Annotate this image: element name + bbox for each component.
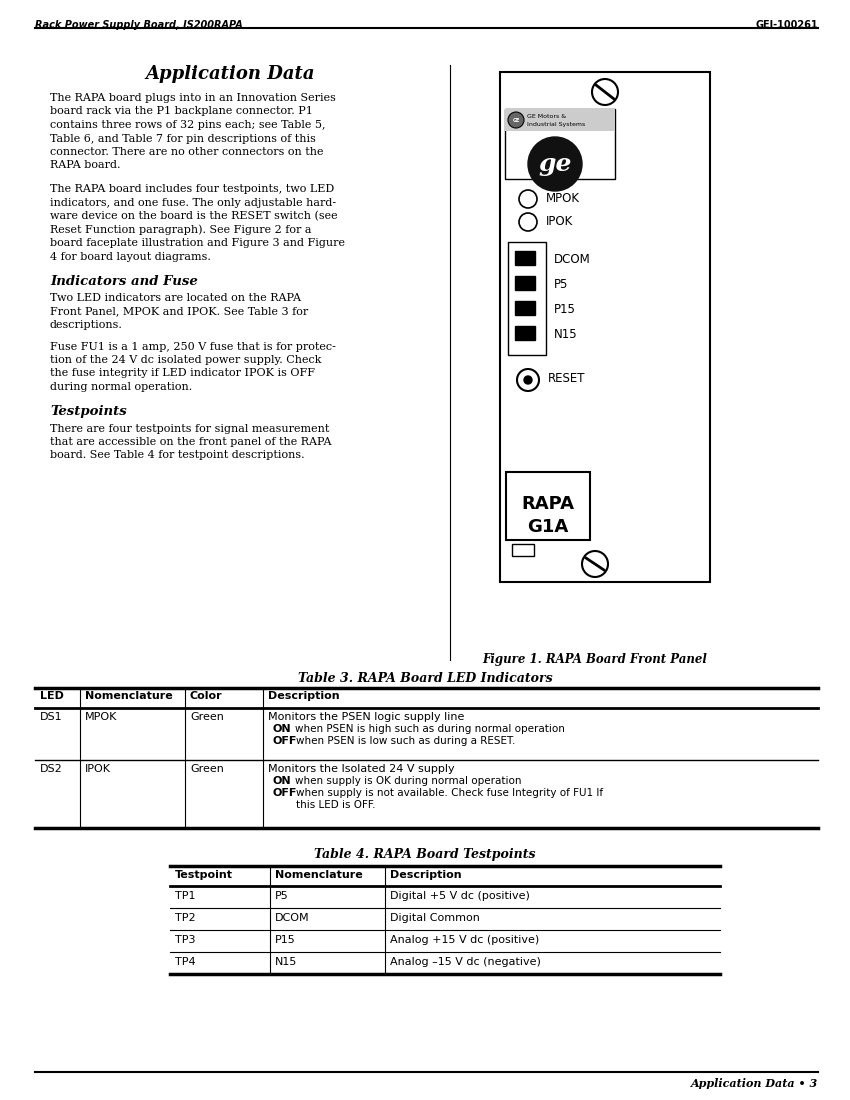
Text: Reset Function paragraph). See Figure 2 for a: Reset Function paragraph). See Figure 2 … xyxy=(50,224,311,235)
Text: when PSEN is high such as during normal operation: when PSEN is high such as during normal … xyxy=(295,724,565,734)
Text: tion of the 24 V dc isolated power supply. Check: tion of the 24 V dc isolated power suppl… xyxy=(50,355,321,365)
Text: DS1: DS1 xyxy=(40,712,63,722)
Text: DCOM: DCOM xyxy=(554,253,591,266)
Text: TP4: TP4 xyxy=(175,957,196,967)
Bar xyxy=(506,472,590,540)
Text: descriptions.: descriptions. xyxy=(50,320,123,330)
Text: board. See Table 4 for testpoint descriptions.: board. See Table 4 for testpoint descrip… xyxy=(50,451,304,461)
Text: P5: P5 xyxy=(275,891,289,901)
Text: TP3: TP3 xyxy=(175,935,196,945)
Text: board faceplate illustration and Figure 3 and Figure: board faceplate illustration and Figure … xyxy=(50,238,345,248)
Text: during normal operation.: during normal operation. xyxy=(50,382,192,392)
Text: Green: Green xyxy=(190,764,224,774)
Text: RAPA board.: RAPA board. xyxy=(50,161,121,170)
Text: board rack via the P1 backplane connector. P1: board rack via the P1 backplane connecto… xyxy=(50,107,313,117)
Text: Two LED indicators are located on the RAPA: Two LED indicators are located on the RA… xyxy=(50,293,301,303)
Text: The RAPA board plugs into in an Innovation Series: The RAPA board plugs into in an Innovati… xyxy=(50,94,336,103)
Text: contains three rows of 32 pins each; see Table 5,: contains three rows of 32 pins each; see… xyxy=(50,120,326,130)
Text: the fuse integrity if LED indicator IPOK is OFF: the fuse integrity if LED indicator IPOK… xyxy=(50,368,315,378)
Text: RAPA: RAPA xyxy=(522,495,575,513)
Bar xyxy=(515,276,535,290)
Text: Industrial Systems: Industrial Systems xyxy=(527,122,586,127)
Text: P15: P15 xyxy=(554,302,575,316)
Text: Front Panel, MPOK and IPOK. See Table 3 for: Front Panel, MPOK and IPOK. See Table 3 … xyxy=(50,307,309,317)
Text: indicators, and one fuse. The only adjustable hard-: indicators, and one fuse. The only adjus… xyxy=(50,198,336,208)
Bar xyxy=(505,109,615,179)
Text: DCOM: DCOM xyxy=(275,913,309,923)
Text: N15: N15 xyxy=(554,328,578,341)
Text: GE: GE xyxy=(513,118,519,122)
Text: MPOK: MPOK xyxy=(546,192,580,205)
Bar xyxy=(515,301,535,315)
Text: Digital Common: Digital Common xyxy=(390,913,480,923)
Text: Application Data • 3: Application Data • 3 xyxy=(691,1078,818,1089)
Text: connector. There are no other connectors on the: connector. There are no other connectors… xyxy=(50,147,324,157)
Text: Rack Power Supply Board, IS200RAPA: Rack Power Supply Board, IS200RAPA xyxy=(35,20,243,30)
Bar xyxy=(512,544,534,556)
Bar xyxy=(515,251,535,265)
Bar xyxy=(500,72,710,582)
Text: Nomenclature: Nomenclature xyxy=(85,691,173,701)
Text: when PSEN is low such as during a RESET.: when PSEN is low such as during a RESET. xyxy=(296,736,515,746)
Text: LED: LED xyxy=(40,691,64,701)
Text: OFF: OFF xyxy=(273,736,298,746)
Text: Monitors the PSEN logic supply line: Monitors the PSEN logic supply line xyxy=(268,712,464,722)
Circle shape xyxy=(524,376,532,384)
Text: N15: N15 xyxy=(275,957,298,967)
Text: Table 3. RAPA Board LED Indicators: Table 3. RAPA Board LED Indicators xyxy=(298,672,552,685)
Bar xyxy=(505,109,615,131)
Text: Table 6, and Table 7 for pin descriptions of this: Table 6, and Table 7 for pin description… xyxy=(50,133,316,143)
Text: Digital +5 V dc (positive): Digital +5 V dc (positive) xyxy=(390,891,530,901)
Text: Monitors the Isolated 24 V supply: Monitors the Isolated 24 V supply xyxy=(268,764,455,774)
Text: IPOK: IPOK xyxy=(546,214,573,228)
Text: ON: ON xyxy=(273,776,292,786)
Text: TP1: TP1 xyxy=(175,891,196,901)
Text: P5: P5 xyxy=(554,278,569,292)
Text: ON: ON xyxy=(273,724,292,734)
Text: Testpoints: Testpoints xyxy=(50,406,127,418)
Text: Fuse FU1 is a 1 amp, 250 V fuse that is for protec-: Fuse FU1 is a 1 amp, 250 V fuse that is … xyxy=(50,341,336,352)
Text: The RAPA board includes four testpoints, two LED: The RAPA board includes four testpoints,… xyxy=(50,184,334,194)
Text: that are accessible on the front panel of the RAPA: that are accessible on the front panel o… xyxy=(50,437,332,447)
Text: Testpoint: Testpoint xyxy=(175,870,233,880)
Text: Figure 1. RAPA Board Front Panel: Figure 1. RAPA Board Front Panel xyxy=(483,653,707,666)
Text: Application Data: Application Data xyxy=(145,65,314,82)
Bar xyxy=(508,242,546,355)
Text: TP2: TP2 xyxy=(175,913,196,923)
Text: Description: Description xyxy=(268,691,340,701)
Text: Nomenclature: Nomenclature xyxy=(275,870,363,880)
Text: ge: ge xyxy=(538,152,572,176)
Text: There are four testpoints for signal measurement: There are four testpoints for signal mea… xyxy=(50,424,329,433)
Text: MPOK: MPOK xyxy=(85,712,117,722)
Text: GE Motors &: GE Motors & xyxy=(527,114,566,119)
Text: G1A: G1A xyxy=(527,518,569,536)
Text: when supply is OK during normal operation: when supply is OK during normal operatio… xyxy=(295,776,522,786)
Text: Analog –15 V dc (negative): Analog –15 V dc (negative) xyxy=(390,957,541,967)
Text: RESET: RESET xyxy=(548,372,586,385)
Text: Description: Description xyxy=(390,870,462,880)
Text: Analog +15 V dc (positive): Analog +15 V dc (positive) xyxy=(390,935,539,945)
Bar xyxy=(515,326,535,340)
Text: Table 4. RAPA Board Testpoints: Table 4. RAPA Board Testpoints xyxy=(314,848,536,861)
Text: Indicators and Fuse: Indicators and Fuse xyxy=(50,275,198,288)
Text: this LED is OFF.: this LED is OFF. xyxy=(296,800,376,810)
Text: 4 for board layout diagrams.: 4 for board layout diagrams. xyxy=(50,252,211,262)
Text: DS2: DS2 xyxy=(40,764,63,774)
Circle shape xyxy=(508,112,524,128)
Text: Green: Green xyxy=(190,712,224,722)
Text: P15: P15 xyxy=(275,935,296,945)
Text: GEI-100261: GEI-100261 xyxy=(756,20,818,30)
Text: ware device on the board is the RESET switch (see: ware device on the board is the RESET sw… xyxy=(50,211,337,221)
Text: when supply is not available. Check fuse Integrity of FU1 If: when supply is not available. Check fuse… xyxy=(296,788,604,798)
Text: OFF: OFF xyxy=(273,788,298,798)
Circle shape xyxy=(528,138,582,191)
Text: IPOK: IPOK xyxy=(85,764,111,774)
Text: Color: Color xyxy=(190,691,223,701)
